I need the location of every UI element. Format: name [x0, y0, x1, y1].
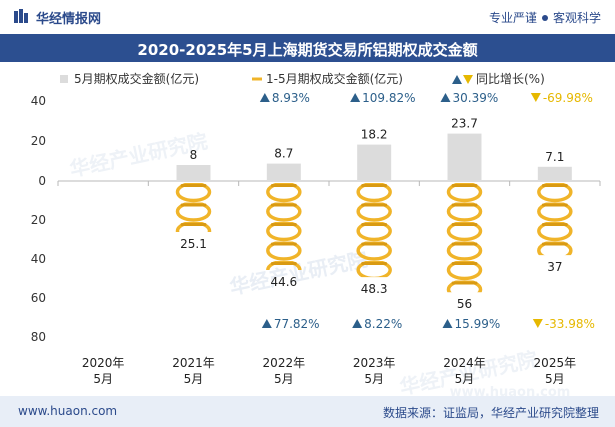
y-tick-label: 40 [31, 94, 46, 108]
monthly-value-label: 23.7 [451, 117, 478, 131]
ytd-growth-label: 15.99% [455, 317, 501, 331]
ytd-coin-icon [446, 222, 483, 242]
legend-down-triangle-icon [463, 75, 473, 84]
monthly-growth-label: 8.93% [272, 91, 310, 105]
ytd-coin-icon [266, 222, 302, 242]
ytd-coin-icon [175, 222, 212, 232]
brand-logo-icon [14, 9, 28, 23]
ytd-coin-icon [537, 241, 573, 256]
tagline-right: 客观科学 [552, 11, 601, 25]
top-bar: 华经情报网 专业严谨 客观科学 [0, 0, 615, 34]
monthly-bar [357, 144, 392, 181]
legend-swatch-monthly [60, 75, 68, 83]
y-tick-label: 20 [31, 213, 46, 227]
ytd-growth-label: 77.82% [274, 317, 320, 331]
growth-up-icon [350, 93, 361, 102]
y-tick-label: 40 [31, 252, 46, 266]
monthly-growth-label: 30.39% [453, 91, 499, 105]
ytd-growth-label: 8.22% [364, 317, 402, 331]
ytd-coin-icon [356, 241, 392, 261]
ytd-coin-icon [537, 202, 573, 222]
ytd-coin-icon [537, 183, 573, 203]
footer-source: 数据来源：证监局，华经产业研究院整理 [382, 406, 599, 420]
growth-down-icon [530, 93, 541, 102]
x-tick-label-month: 5月 [93, 372, 113, 386]
ytd-coin-icon [266, 241, 302, 261]
brand-name: 华经情报网 [36, 12, 102, 27]
growth-up-icon [259, 93, 270, 102]
monthly-growth-label: -69.98% [543, 91, 593, 105]
ytd-coin-icon [356, 261, 392, 278]
ytd-coin-icon [446, 280, 483, 293]
monthly-bar [447, 133, 482, 181]
footer-url[interactable]: www.huaon.com [18, 404, 118, 418]
x-tick-label-year: 2025年 [534, 356, 577, 370]
ytd-coin-icon [266, 202, 302, 222]
monthly-value-label: 8.7 [274, 147, 293, 161]
x-tick-label-year: 2022年 [263, 356, 306, 370]
ytd-coin-icon [446, 261, 483, 281]
x-tick-label-year: 2023年 [353, 356, 396, 370]
x-tick-label-month: 5月 [364, 372, 384, 386]
x-tick-label-year: 2020年 [82, 356, 125, 370]
y-tick-label: 20 [31, 134, 46, 148]
ytd-value-label: 44.6 [270, 275, 297, 289]
ytd-coin-icon [175, 202, 212, 222]
ytd-value-label: 37 [547, 260, 562, 274]
x-tick-label-year: 2021年 [172, 356, 215, 370]
x-tick-label-month: 5月 [455, 372, 475, 386]
footer: www.huaon.com 数据来源：证监局，华经产业研究院整理 [0, 396, 615, 427]
x-tick-label-month: 5月 [545, 372, 565, 386]
ytd-coin-icon [446, 183, 483, 203]
ytd-coin-icon [356, 222, 392, 242]
ytd-coin-icon [356, 202, 392, 222]
growth-up-icon [352, 319, 363, 328]
growth-up-icon [442, 319, 453, 328]
ytd-coin-icon [266, 261, 302, 270]
growth-down-icon [532, 319, 543, 328]
y-tick-label: 0 [38, 174, 46, 188]
growth-up-icon [440, 93, 451, 102]
tagline: 专业严谨 客观科学 [489, 9, 601, 26]
y-tick-label: 80 [31, 330, 46, 344]
y-tick-label: 60 [31, 291, 46, 305]
monthly-value-label: 18.2 [361, 128, 388, 142]
growth-up-icon [261, 319, 272, 328]
x-tick-label-month: 5月 [274, 372, 294, 386]
tagline-left: 专业严谨 [488, 11, 537, 25]
legend-label-monthly: 5月期权成交金额(亿元) [74, 71, 199, 86]
legend-label-growth: 同比增长(%) [476, 72, 545, 86]
ytd-value-label: 48.3 [361, 282, 388, 296]
ytd-value-label: 56 [457, 297, 472, 311]
title-bar: 2020-2025年5月上海期货交易所铝期权成交金额 [0, 34, 615, 62]
monthly-growth-label: 109.82% [362, 91, 415, 105]
ytd-growth-label: -33.98% [545, 317, 595, 331]
monthly-bar [266, 163, 301, 181]
x-tick-label-year: 2024年 [443, 356, 486, 370]
tagline-dot-icon [541, 15, 548, 21]
legend-up-triangle-icon [452, 75, 462, 84]
ytd-coin-icon [266, 183, 302, 203]
ytd-value-label: 25.1 [180, 237, 207, 251]
ytd-coin-icon [446, 202, 483, 222]
ytd-coin-icon [537, 222, 573, 242]
legend-label-ytd: 1-5月期权成交金额(亿元) [266, 71, 403, 86]
chart-title: 2020-2025年5月上海期货交易所铝期权成交金额 [137, 41, 478, 59]
x-tick-label-month: 5月 [184, 372, 204, 386]
ytd-coin-icon [175, 183, 212, 203]
watermark-url: www.huaon.com [450, 385, 571, 396]
monthly-value-label: 7.1 [545, 150, 564, 164]
monthly-bar [176, 165, 211, 181]
monthly-bar [537, 166, 572, 181]
monthly-value-label: 8 [190, 148, 198, 162]
ytd-coin-icon [356, 183, 392, 203]
ytd-coin-icon [446, 241, 483, 261]
